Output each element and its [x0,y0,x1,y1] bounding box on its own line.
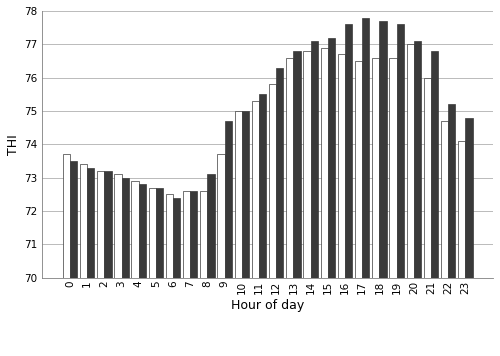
Bar [414,41,421,278]
X-axis label: Hour of day: Hour of day [231,299,304,312]
Bar [183,191,190,278]
Bar [208,174,214,278]
Bar [148,188,156,278]
Bar [156,188,163,278]
Bar [310,41,318,278]
Bar [97,171,104,278]
Bar [276,68,283,278]
Bar [345,24,352,278]
Bar [234,111,242,278]
Bar [252,101,259,278]
Bar [87,168,94,278]
Bar [190,191,198,278]
Bar [104,171,112,278]
Bar [406,44,414,278]
Bar [424,78,431,278]
Bar [448,104,456,278]
Bar [166,194,173,278]
Bar [458,141,466,278]
Bar [70,161,77,278]
Bar [259,94,266,278]
Bar [242,111,249,278]
Bar [362,17,370,278]
Bar [396,24,404,278]
Bar [173,198,180,278]
Bar [224,121,232,278]
Bar [355,61,362,278]
Bar [200,191,207,278]
Bar [328,38,335,278]
Bar [294,51,300,278]
Bar [338,54,345,278]
Bar [269,84,276,278]
Bar [62,154,70,278]
Bar [122,178,128,278]
Bar [466,117,472,278]
Bar [304,51,310,278]
Bar [80,164,87,278]
Bar [380,21,386,278]
Bar [132,181,138,278]
Bar [390,58,396,278]
Bar [431,51,438,278]
Bar [286,58,294,278]
Bar [320,48,328,278]
Y-axis label: THI: THI [7,134,20,155]
Bar [372,58,380,278]
Bar [218,154,224,278]
Bar [114,174,121,278]
Bar [441,121,448,278]
Bar [138,184,146,278]
